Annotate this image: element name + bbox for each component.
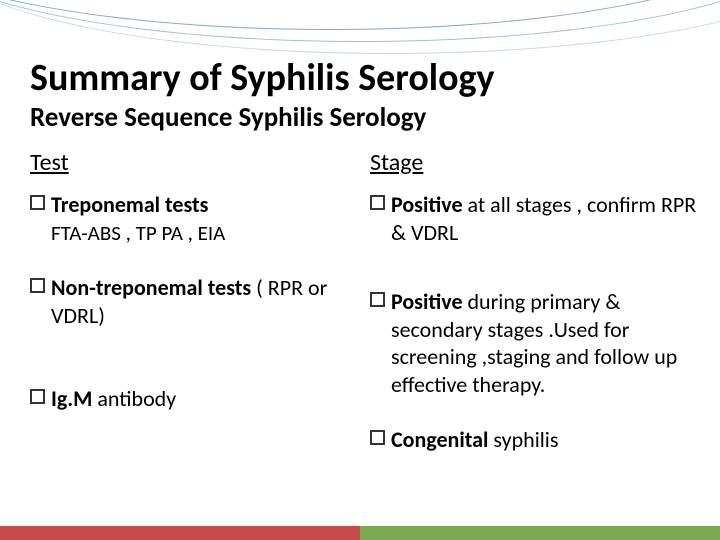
- item-bold: Positive: [391, 288, 468, 315]
- test-item-igm: Ig.M antibody: [30, 385, 360, 413]
- decorative-bottom-stripe: [0, 526, 720, 540]
- item-bold: Non-treponemal tests: [51, 274, 251, 301]
- item-bold: Treponemal tests: [51, 191, 208, 218]
- test-item-treponemal: Treponemal tests FTA-ABS , TP PA , EIA: [30, 191, 360, 246]
- square-bullet-icon: [370, 195, 385, 210]
- square-bullet-icon: [30, 389, 45, 404]
- stage-item-congenital: Congenital syphilis: [370, 426, 700, 454]
- column-header-stage: Stage: [370, 148, 700, 177]
- slide-title: Summary of Syphilis Serology: [30, 55, 700, 101]
- square-bullet-icon: [30, 195, 45, 210]
- square-bullet-icon: [370, 430, 385, 445]
- square-bullet-icon: [30, 278, 45, 293]
- right-column: Stage Positive at all stages , confirm R…: [370, 148, 700, 482]
- stage-item-allstages: Positive at all stages , confirm RPR & V…: [370, 191, 700, 246]
- square-bullet-icon: [370, 292, 385, 307]
- item-bold: Congenital: [391, 426, 493, 453]
- item-rest: antibody: [97, 385, 176, 412]
- stage-item-primarysecondary: Positive during primary & secondary stag…: [370, 288, 700, 398]
- test-item-nontreponemal: Non-treponemal tests ( RPR or VDRL): [30, 274, 360, 329]
- column-header-test: Test: [30, 148, 360, 177]
- item-bold: Ig.M: [51, 385, 97, 412]
- item-rest: syphilis: [493, 426, 558, 453]
- item-subtext: FTA-ABS , TP PA , EIA: [51, 220, 225, 246]
- slide-content: Summary of Syphilis Serology Reverse Seq…: [30, 55, 700, 482]
- item-bold: Positive: [391, 191, 468, 218]
- slide-subtitle: Reverse Sequence Syphilis Serology: [30, 101, 700, 134]
- two-column-layout: Test Treponemal tests FTA-ABS , TP PA , …: [30, 148, 700, 482]
- left-column: Test Treponemal tests FTA-ABS , TP PA , …: [30, 148, 360, 482]
